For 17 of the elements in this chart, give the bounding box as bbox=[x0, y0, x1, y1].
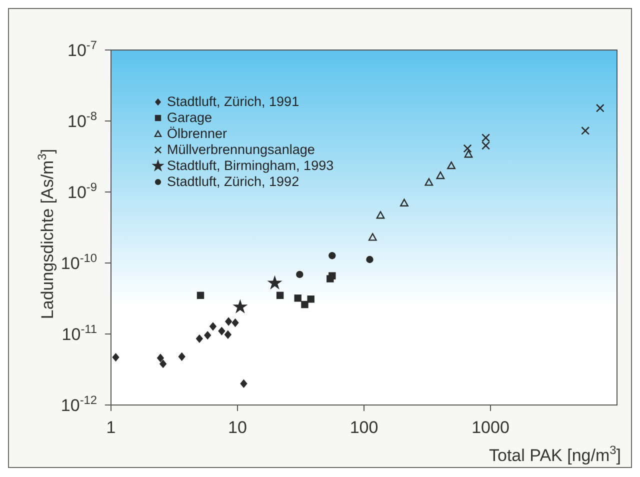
y-tick-label: 10$^{-7}$ bbox=[68, 38, 98, 60]
y-tick-label: 10$^{-9}$ bbox=[68, 180, 98, 202]
legend-label: Müllverbrennungsanlage bbox=[167, 142, 315, 158]
x-tick-label: 1 bbox=[106, 418, 116, 437]
y-tick-label: 10$^{-10}$ bbox=[60, 251, 98, 273]
y-tick-label: 10$^{-12}$ bbox=[60, 393, 98, 415]
y-tick-label: 10$^{-8}$ bbox=[68, 109, 98, 131]
legend-label: Stadtluft, Zürich, 1992 bbox=[167, 174, 300, 190]
x-axis-title: Total PAK [ng/m$^{3}$] bbox=[489, 443, 621, 465]
y-tick-label: 10$^{-11}$ bbox=[62, 322, 98, 344]
legend-label: Garage bbox=[167, 110, 212, 126]
legend-label: Stadtluft, Birmingham, 1993 bbox=[167, 158, 334, 174]
x-tick-label: 100 bbox=[350, 418, 378, 437]
x-tick-label: 1000 bbox=[472, 418, 510, 437]
legend-label: Stadtluft, Zürich, 1991 bbox=[167, 94, 300, 110]
legend-label: Ölbrenner bbox=[167, 126, 228, 142]
x-tick-label: 10 bbox=[228, 418, 247, 437]
